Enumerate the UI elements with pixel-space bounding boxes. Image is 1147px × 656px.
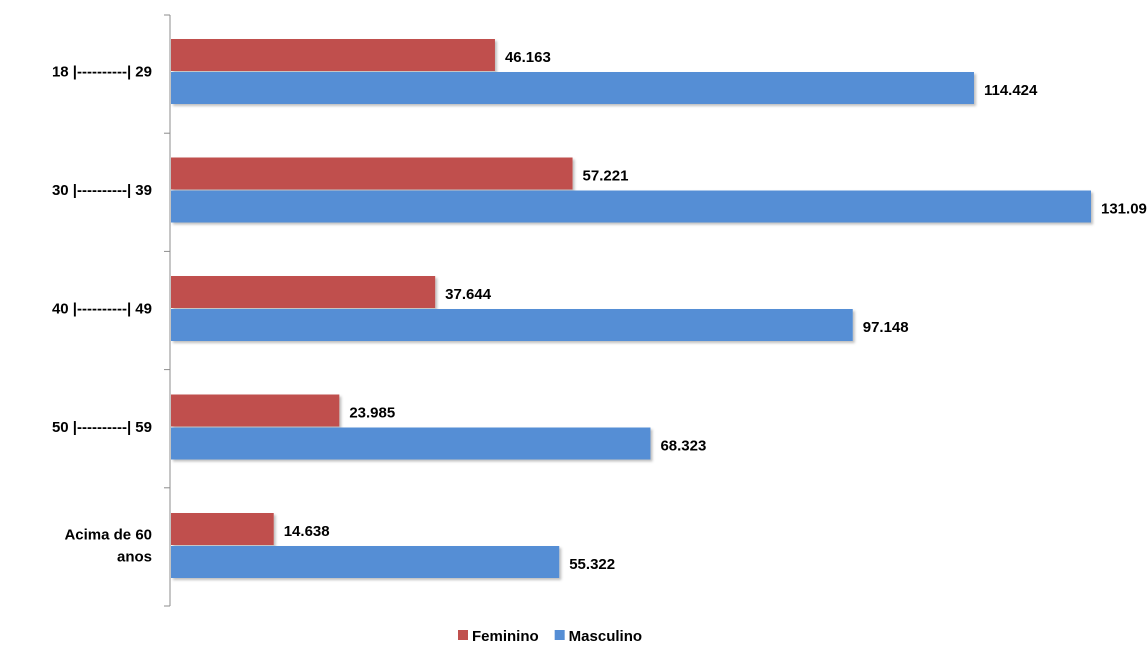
data-label: 23.985 bbox=[349, 405, 395, 422]
data-label: 131.099 bbox=[1101, 201, 1147, 218]
bar-masculino bbox=[171, 427, 651, 460]
bar-feminino bbox=[171, 157, 573, 190]
bar-masculino bbox=[171, 72, 974, 104]
legend-label-masculino: Masculino bbox=[569, 628, 642, 645]
category-label: anos bbox=[117, 549, 152, 566]
data-label: 37.644 bbox=[445, 286, 492, 303]
category-label: 50 |----------| 59 bbox=[52, 419, 152, 436]
bar-masculino bbox=[171, 190, 1091, 223]
bar-feminino bbox=[171, 276, 436, 308]
category-label: 30 |----------| 39 bbox=[52, 182, 152, 199]
legend-swatch-feminino bbox=[458, 630, 468, 640]
data-label: 14.638 bbox=[284, 523, 330, 540]
bar-masculino bbox=[171, 546, 560, 578]
category-label: 40 |----------| 49 bbox=[52, 301, 152, 318]
bar-masculino bbox=[171, 309, 853, 341]
data-label: 97.148 bbox=[863, 319, 909, 336]
category-label: Acima de 60 bbox=[64, 527, 152, 544]
data-label: 114.424 bbox=[984, 82, 1038, 99]
legend-label-feminino: Feminino bbox=[472, 628, 539, 645]
legend: Feminino Masculino bbox=[458, 628, 642, 645]
bars-layer bbox=[171, 39, 1091, 578]
bar-feminino bbox=[171, 513, 274, 545]
data-label: 55.322 bbox=[569, 556, 615, 573]
axis-layer bbox=[164, 14, 171, 607]
legend-swatch-masculino bbox=[554, 630, 565, 640]
data-label: 46.163 bbox=[505, 49, 551, 66]
labels-layer: 18 |----------| 29 46.163 114.424 30 |-----… bbox=[52, 49, 1147, 573]
bar-feminino bbox=[171, 394, 340, 427]
category-label: 18 |----------| 29 bbox=[52, 64, 152, 81]
data-label: 68.323 bbox=[660, 438, 706, 455]
data-label: 57.221 bbox=[583, 168, 629, 185]
bar-feminino bbox=[171, 39, 495, 71]
